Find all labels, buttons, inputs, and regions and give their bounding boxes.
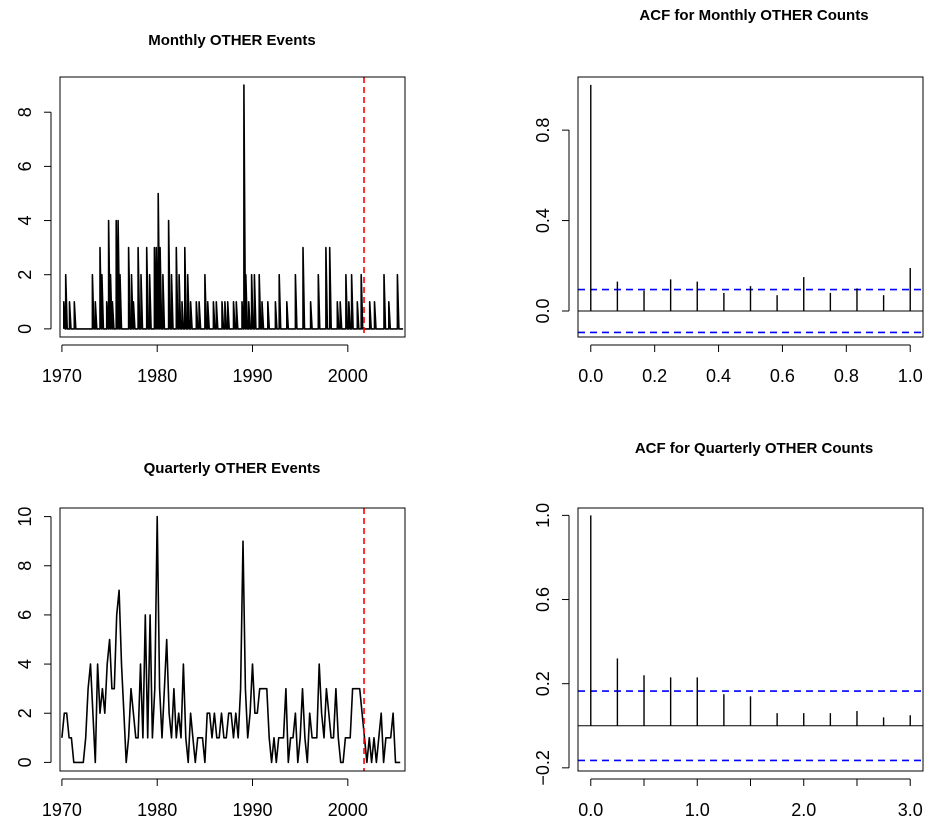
monthly-acf-plot-frame (577, 76, 924, 338)
monthly-events-y-tick-label: 6 (15, 161, 35, 171)
quarterly-acf-y-tick-label: 0.6 (533, 587, 553, 612)
quarterly-acf-x-tick-label: 0.0 (578, 800, 603, 820)
quarterly-events-y-tick-label: 8 (15, 561, 35, 571)
quarterly-acf-x-tick-label: 1.0 (685, 800, 710, 820)
quarterly-acf-plot-frame (577, 507, 924, 772)
quarterly-events-x-tick-label: 1980 (137, 800, 177, 820)
quarterly-acf-panel: ACF for Quarterly OTHER Counts 0.0 1.0 2.0… (533, 440, 924, 820)
monthly-acf-y-tick-label: 0.4 (533, 208, 553, 233)
quarterly-events-y-tick-label: 2 (15, 708, 35, 718)
monthly-acf-x-tick-label: 0.2 (642, 366, 667, 386)
quarterly-events-y-tick-label: 4 (15, 659, 35, 669)
quarterly-events-panel: Quarterly OTHER Events 1970 1980 1990 2000 0… (15, 460, 406, 820)
quarterly-acf-x-tick-label: 3.0 (898, 800, 923, 820)
quarterly-events-title: Quarterly OTHER Events (144, 460, 321, 477)
monthly-acf-x-tick-label: 1.0 (898, 366, 923, 386)
monthly-events-x-tick-label: 2000 (328, 366, 368, 386)
quarterly-events-x-tick-label: 2000 (328, 800, 368, 820)
monthly-events-title: Monthly OTHER Events (148, 32, 316, 49)
quarterly-acf-y-tick-label: 1.0 (533, 503, 553, 528)
quarterly-events-y-tick-label: 6 (15, 610, 35, 620)
monthly-events-y-tick-label: 8 (15, 107, 35, 117)
monthly-events-plot-frame (59, 76, 406, 338)
monthly-events-x-tick-label: 1990 (232, 366, 272, 386)
monthly-acf-x-tick-label: 0.6 (770, 366, 795, 386)
quarterly-events-plot-frame (59, 507, 406, 772)
monthly-events-y-tick-label: 4 (15, 216, 35, 226)
monthly-events-y-tick-label: 0 (15, 324, 35, 334)
monthly-events-panel: Monthly OTHER Events 1970 1980 1990 2000 0 2 4… (15, 32, 406, 386)
monthly-acf-y-tick-label: 0.0 (533, 298, 553, 323)
quarterly-acf-y-tick-label: 0.2 (533, 671, 553, 696)
monthly-acf-x-tick-label: 0.4 (706, 366, 731, 386)
monthly-events-x-tick-label: 1980 (137, 366, 177, 386)
monthly-events-x-tick-label: 1970 (42, 366, 82, 386)
quarterly-events-series-line (61, 515, 401, 764)
quarterly-acf-y-tick-label: −0.2 (533, 750, 553, 786)
monthly-acf-title: ACF for Monthly OTHER Counts (639, 7, 868, 24)
quarterly-events-x-tick-label: 1970 (42, 800, 82, 820)
monthly-acf-y-tick-label: 0.8 (533, 118, 553, 143)
quarterly-acf-x-tick-label: 2.0 (791, 800, 816, 820)
quarterly-acf-title: ACF for Quarterly OTHER Counts (635, 440, 873, 457)
monthly-acf-x-tick-label: 0.8 (834, 366, 859, 386)
quarterly-events-y-tick-label: 0 (15, 757, 35, 767)
monthly-acf-x-tick-label: 0.0 (578, 366, 603, 386)
monthly-events-y-tick-label: 2 (15, 270, 35, 280)
quarterly-events-x-tick-label: 1990 (232, 800, 272, 820)
monthly-acf-panel: ACF for Monthly OTHER Counts 0.0 0.2 0.4 0.… (533, 7, 924, 386)
quarterly-events-y-tick-label: 10 (15, 507, 35, 527)
monthly-events-series-line (63, 84, 404, 330)
